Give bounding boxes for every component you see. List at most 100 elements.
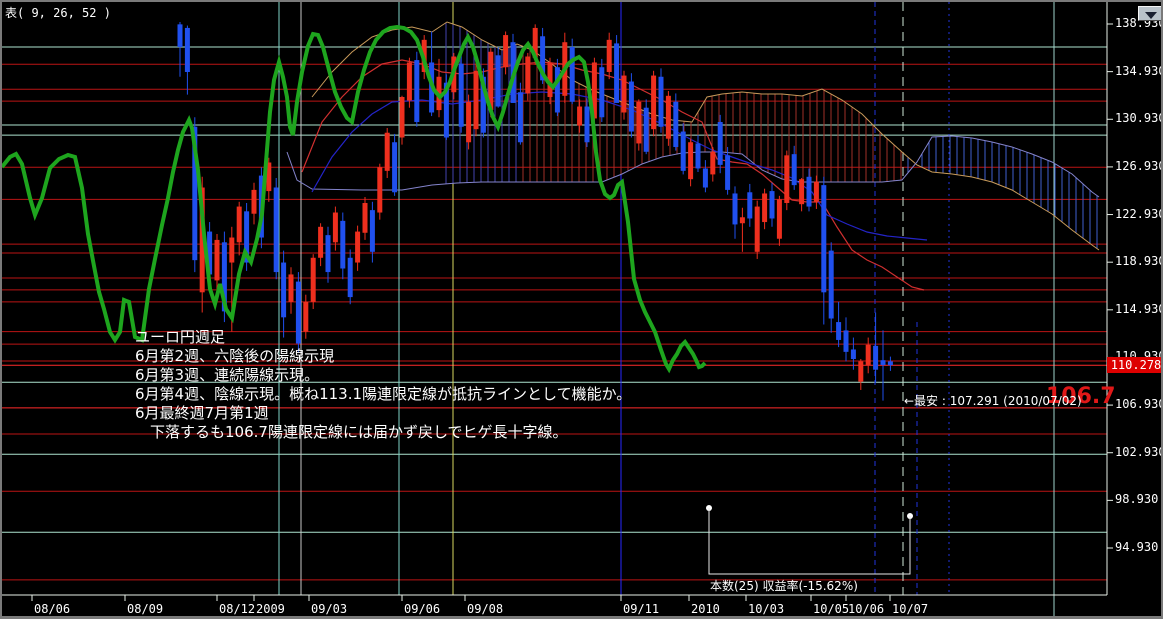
candle-body <box>636 101 642 144</box>
candle-body <box>384 132 390 171</box>
annotation-line: 6月第4週、陰線示現。概ね113.1陽連限定線が抵抗ラインとして機能か。 <box>135 385 632 403</box>
candle-body <box>281 262 287 318</box>
candle-body <box>791 154 797 186</box>
date-axis-label: 2009 <box>256 602 285 616</box>
candle-body <box>584 106 590 143</box>
annotation-block: ユーロ円週足 6月第2週、六陰後の陽線示現 6月第3週、連続陽線示現。 6月第4週、陰… <box>135 328 631 442</box>
candle-body <box>517 92 523 143</box>
candle-body <box>813 181 819 202</box>
date-axis-label: 09/03 <box>311 602 348 616</box>
candle-body <box>762 193 768 223</box>
candle-body <box>843 330 849 352</box>
date-axis-label: 09/11 <box>623 602 660 616</box>
annotation-line: ユーロ円週足 <box>135 328 226 346</box>
candle-body <box>414 60 420 123</box>
candle-body <box>236 206 242 243</box>
date-axis-label: 10/07 <box>892 602 929 616</box>
candle-body <box>466 101 472 143</box>
candle-body <box>251 189 257 214</box>
candle-body <box>184 27 190 72</box>
annotation-line: 6月最終週7月第1週 <box>135 404 269 422</box>
candle-body <box>266 162 272 192</box>
candle-body <box>673 101 679 148</box>
candle-body <box>614 43 620 103</box>
candle-body <box>362 202 368 233</box>
candle-body <box>747 192 753 219</box>
candle-body <box>887 361 893 366</box>
candle-body <box>591 62 597 119</box>
candle-body <box>480 76 486 133</box>
candle-body <box>177 24 183 47</box>
candle-body <box>355 231 361 263</box>
senkou-span-a-line <box>311 21 1100 251</box>
candle-body <box>799 179 805 205</box>
candle-body <box>569 46 575 102</box>
candle-body <box>739 217 745 224</box>
candle-body <box>880 360 886 365</box>
candle-body <box>769 191 775 219</box>
chevron-down-icon <box>1145 11 1157 19</box>
price-axis-label: 122.930 <box>1115 206 1163 221</box>
annotation-line: 6月第2週、六陰後の陽線示現 <box>135 347 335 365</box>
date-axis-label: 2010 <box>691 602 720 616</box>
lowest-price-note: ←最安 : 107.291 (2010/07/02) <box>904 394 1082 408</box>
measure-bracket <box>708 508 911 575</box>
date-axis-label: 10/05 <box>813 602 850 616</box>
chikou-span-line <box>2 24 707 374</box>
candle-body <box>310 257 316 302</box>
candle-body <box>199 187 205 293</box>
candle-body <box>288 274 294 302</box>
candle-body <box>443 82 449 138</box>
candle-body <box>503 35 509 68</box>
candle-body <box>836 322 842 340</box>
candle-body <box>643 107 649 152</box>
candle-body <box>658 76 664 127</box>
date-axis-label: 08/06 <box>34 602 71 616</box>
measure-result-label: 本数(25) 収益率(-15.62%) <box>710 579 858 593</box>
current-price-badge: 110.278 <box>1107 357 1161 374</box>
axis-menu-button[interactable] <box>1138 6 1161 21</box>
candle-body <box>606 39 612 72</box>
candle-body <box>473 70 479 130</box>
price-axis-label: 118.930 <box>1115 254 1163 269</box>
candle-body <box>688 142 694 180</box>
price-axis-label: 134.930 <box>1115 63 1163 78</box>
candle-body <box>858 361 864 382</box>
candle-body <box>621 75 627 113</box>
candle-body <box>784 155 790 203</box>
candle-body <box>717 122 723 165</box>
candle-body <box>192 126 198 261</box>
candle-body <box>392 142 398 193</box>
candle-body <box>221 242 227 312</box>
candle-body <box>702 168 708 188</box>
annotation-line: 6月第3週、連続陽線示現。 <box>135 366 320 384</box>
date-axis-label: 10/03 <box>748 602 785 616</box>
date-axis-label: 10/06 <box>848 602 885 616</box>
date-axis-label: 08/12 <box>219 602 256 616</box>
candle-body <box>599 67 605 118</box>
indicator-params-label: 表( 9, 26, 52 ) <box>5 6 111 20</box>
candle-body <box>229 237 235 263</box>
price-axis-label: 94.930 <box>1115 539 1159 554</box>
candle-body <box>273 187 279 273</box>
date-axis-label: 08/09 <box>127 602 164 616</box>
candle-body <box>821 185 827 293</box>
candle-body <box>680 131 686 171</box>
candle-body <box>865 344 871 365</box>
senkou-span-b-line <box>286 135 1100 198</box>
candle-body <box>495 55 501 107</box>
candle-body <box>532 27 538 58</box>
candle-body <box>458 63 464 127</box>
candle-body <box>295 281 301 344</box>
candle-body <box>828 250 834 319</box>
level-106-7-label: 106.7 <box>1046 384 1116 409</box>
annotation-line: 下落するも106.7陽連限定線には届かず戻しでヒゲ長十字線。 <box>135 423 568 441</box>
candle-body <box>488 51 494 111</box>
candle-body <box>776 199 782 239</box>
candle-body <box>710 151 716 175</box>
candle-body <box>554 67 560 113</box>
candle-body <box>725 155 731 190</box>
candle-body <box>547 62 553 98</box>
